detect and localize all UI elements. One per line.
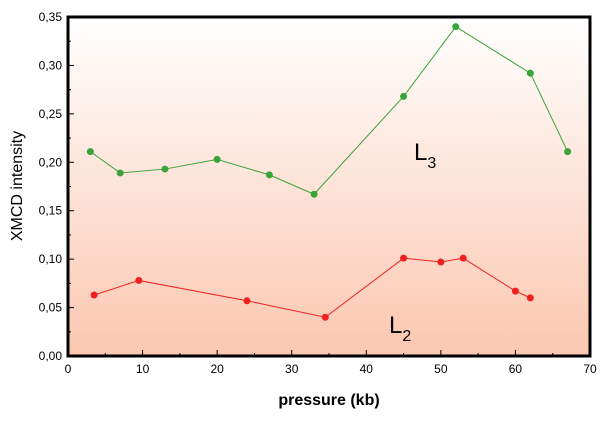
- series-line-L3: [90, 26, 569, 195]
- data-point-L3: [400, 92, 408, 100]
- x-axis-label: pressure (kb): [278, 392, 379, 409]
- data-point-L2: [135, 276, 143, 284]
- data-point-L2: [243, 297, 251, 305]
- data-point-L2: [459, 254, 467, 262]
- series-label-L2: L2: [389, 312, 411, 345]
- x-tick-label: 70: [583, 362, 597, 376]
- x-tick-label: 30: [285, 362, 299, 376]
- data-point-L3: [161, 165, 169, 173]
- x-tick-label: 50: [434, 362, 448, 376]
- data-point-L2: [437, 258, 445, 266]
- y-tick-label: 0,15: [39, 204, 63, 218]
- x-tick-label: 20: [210, 362, 224, 376]
- y-tick-label: 0,25: [39, 107, 63, 121]
- data-point-L3: [564, 148, 572, 156]
- data-point-L3: [310, 190, 318, 198]
- y-tick-label: 0,05: [39, 301, 63, 315]
- x-tick-label: 60: [509, 362, 523, 376]
- y-tick-label: 0,20: [39, 155, 63, 169]
- y-axis-label: XMCD intensity: [9, 131, 26, 241]
- plot-area: [68, 17, 590, 356]
- data-point-L3: [213, 155, 221, 163]
- data-point-L2: [400, 254, 408, 262]
- y-tick-label: 0,30: [39, 58, 63, 72]
- data-point-L3: [452, 23, 460, 31]
- y-tick-label: 0,35: [39, 10, 63, 24]
- plot-frame: [66, 15, 592, 358]
- data-point-L3: [526, 69, 534, 77]
- data-point-L2: [321, 313, 329, 321]
- x-tick-label: 40: [360, 362, 374, 376]
- series-label-L3: L3: [414, 139, 436, 172]
- y-tick-label: 0,10: [39, 252, 63, 266]
- data-point-L2: [90, 291, 98, 299]
- data-point-L2: [526, 294, 534, 302]
- y-tick-label: 0,00: [39, 349, 63, 363]
- data-point-L2: [511, 287, 519, 295]
- x-tick-label: 10: [136, 362, 150, 376]
- data-point-L3: [116, 169, 124, 177]
- data-point-L3: [265, 171, 273, 179]
- data-point-L3: [86, 148, 94, 156]
- x-tick-label: 0: [65, 362, 72, 376]
